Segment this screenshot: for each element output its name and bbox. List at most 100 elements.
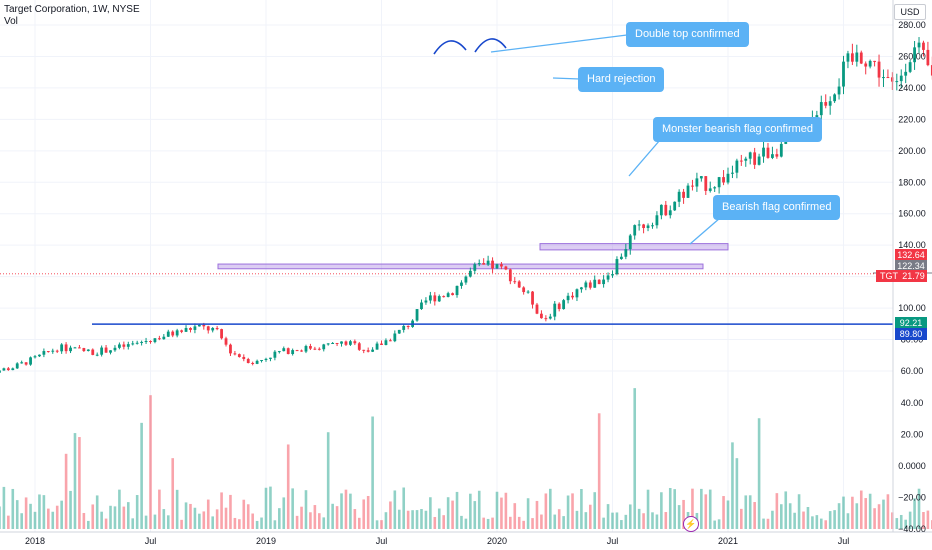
candle-body <box>855 52 859 62</box>
volume-bar <box>531 518 534 529</box>
volume-bar <box>486 518 490 529</box>
volume-bar <box>446 497 450 529</box>
volume-bar <box>557 509 561 529</box>
volume-bar <box>135 495 139 529</box>
volume-bar <box>904 519 907 529</box>
candle-body <box>544 318 548 320</box>
candle-body <box>300 350 303 352</box>
volume-bar <box>917 488 921 529</box>
candle-body <box>708 188 712 191</box>
candle-body <box>704 176 708 191</box>
currency-button[interactable]: USD <box>894 4 926 20</box>
volume-bar <box>584 512 588 529</box>
volume-bar <box>20 513 23 529</box>
volume-bar <box>873 508 876 529</box>
volume-bar <box>122 506 126 529</box>
candle-body <box>557 303 561 310</box>
volume-tick-label: −20.00 <box>898 492 926 502</box>
volume-bar <box>859 490 863 529</box>
candle-body <box>913 47 916 63</box>
volume-bar <box>357 517 361 529</box>
time-tick-label: Jul <box>145 536 157 546</box>
candle-body <box>531 291 534 305</box>
zones <box>0 243 893 275</box>
candle-body <box>375 343 379 350</box>
callout-pointer <box>689 217 721 245</box>
candle-body <box>722 177 725 183</box>
volume-bar <box>602 517 605 529</box>
volume-bar <box>255 520 259 529</box>
candle-body <box>73 347 77 349</box>
volume-bar <box>482 517 485 529</box>
price-tick-label: 60.00 <box>901 366 924 376</box>
volume-bar <box>109 505 112 529</box>
candle-body <box>904 71 908 76</box>
volume-bar <box>922 512 925 529</box>
candle-body <box>69 347 72 352</box>
volume-bar <box>29 503 32 529</box>
candle-body <box>713 187 717 189</box>
candle-body <box>86 349 90 351</box>
candle-body <box>51 350 55 352</box>
volume-bar <box>322 517 326 529</box>
candle-body <box>508 269 512 282</box>
candle-body <box>522 287 526 293</box>
candle-body <box>548 316 552 319</box>
candle-body <box>890 77 894 82</box>
candle-body <box>46 351 50 353</box>
volume-bar <box>442 515 445 529</box>
candle-body <box>588 282 592 288</box>
volume-bar <box>15 500 19 529</box>
candle-body <box>397 329 401 334</box>
volume-bar <box>846 513 850 529</box>
candle-body <box>402 325 406 330</box>
volume-bar <box>64 453 68 529</box>
time-tick-label: Jul <box>607 536 619 546</box>
volume-bar <box>628 504 632 529</box>
volume-bar <box>38 494 41 529</box>
candle-body <box>109 350 112 353</box>
volume-bar <box>171 458 175 529</box>
volume-bar <box>784 491 788 529</box>
candle-body <box>420 302 423 310</box>
volume-bar <box>504 492 508 529</box>
candle-body <box>513 281 517 283</box>
volume-bar <box>517 516 521 529</box>
volume-bar <box>886 494 890 529</box>
volume-bar <box>811 516 814 529</box>
candle-body <box>197 324 201 327</box>
candle-body <box>326 343 330 345</box>
candle-body <box>517 281 521 288</box>
candle-body <box>540 313 543 319</box>
volume-bar <box>549 488 552 529</box>
lightning-icon[interactable]: ⚡ <box>683 516 699 532</box>
candle-body <box>131 343 135 345</box>
candle-body <box>575 289 579 298</box>
volume-bar <box>451 500 454 529</box>
volume-bar <box>566 495 570 529</box>
candle-body <box>433 295 437 302</box>
candle-body <box>286 348 290 355</box>
candle-body <box>20 362 24 364</box>
volume-bar <box>149 395 152 529</box>
volume-bar <box>158 489 161 529</box>
candle-body <box>295 350 299 352</box>
volume-bar <box>460 515 463 529</box>
volume-bar <box>100 511 103 529</box>
candle-body <box>695 178 699 187</box>
volume-bar <box>833 510 836 529</box>
candle-body <box>362 349 366 351</box>
candle-body <box>233 353 237 355</box>
volume-bar <box>620 520 623 529</box>
volume-bar <box>877 504 881 529</box>
volume-bar <box>340 493 343 529</box>
volume-bar <box>682 499 685 529</box>
candle-body <box>349 341 352 345</box>
candle-body <box>437 296 441 302</box>
volume-bar <box>882 499 885 529</box>
volume-bar <box>793 512 796 529</box>
volume-bar <box>166 515 170 529</box>
volume-bar <box>842 496 845 529</box>
candle-body <box>451 293 454 296</box>
